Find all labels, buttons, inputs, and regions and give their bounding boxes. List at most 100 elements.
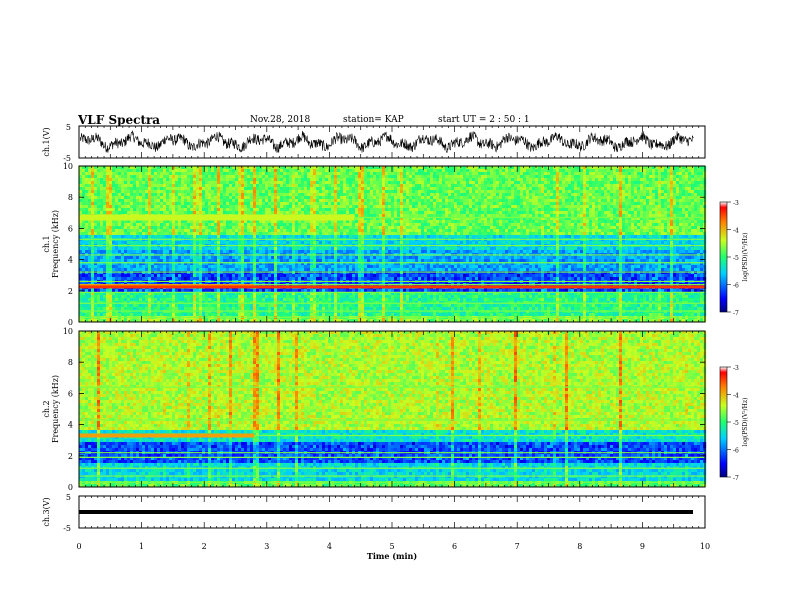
ch1-spectrogram-cell [265,220,269,224]
ch1-spectrogram-cell [97,202,101,206]
ch1-spectrogram-cell [181,265,185,269]
ch1-spectrogram-cell [340,193,344,197]
ch1-spectrogram-cell [142,202,146,206]
ch1-spectrogram-cell [103,172,107,176]
ch1-spectrogram-cell [241,307,245,311]
ch1-spectrogram-cell [259,229,263,233]
ch1-spectrogram-cell [325,175,329,179]
ch1-spectrogram-cell [271,262,275,266]
ch1-spectrogram-cell [316,166,320,170]
ch1-spectrogram-cell [124,208,128,212]
ch1-spectrogram-cell [316,226,320,230]
ch1-spectrogram-cell [229,166,233,170]
ch1-spectrogram-cell [205,229,209,233]
ch1-spectrogram-cell [325,232,329,236]
ch1-spectrogram-cell [217,187,221,191]
ch1-spectrogram-cell [304,292,308,296]
ch1-spectrogram-cell [163,226,167,230]
ch1-spectrogram-cell [142,187,146,191]
ch1-spectrogram-cell [337,187,341,191]
ch1-spectrogram-cell [331,223,335,227]
ch1-spectrogram-cell [316,304,320,308]
ch1-spectrogram-cell [166,187,170,191]
ch1-spectrogram-cell [226,298,230,302]
ch1-spectrogram-cell [103,268,107,272]
ch1-spectrogram-cell [145,181,149,185]
ch1-spectrogram-cell [196,208,200,212]
ch1-spectrogram-cell [331,202,335,206]
ch1-spectrogram-cell [352,292,356,296]
ch1-spectrogram-cell [277,202,281,206]
ch1-spectrogram-cell [112,313,116,317]
ch1-spectrogram-cell [82,247,86,251]
ch1-spectrogram-cell [115,274,119,278]
ch1-spectrogram-cell [187,277,191,281]
ch1-spectrogram-cell [271,259,275,263]
ch1-spectrogram-cell [178,190,182,194]
ch1-spectrogram-cell [106,250,110,254]
ch1-spectrogram-cell [154,175,158,179]
ch1-spectrogram-cell [304,277,308,281]
ch1-spectrogram-cell [196,190,200,194]
ch1-spectrogram-cell [178,229,182,233]
ch1-spectrogram-cell [220,220,224,224]
ch1-spectrogram-cell [145,307,149,311]
ch1-spectrogram-cell [298,166,302,170]
ch1-spectrogram-cell [94,304,98,308]
ch1-spectrogram-cell [283,259,287,263]
ch1-spectrogram-cell [214,169,218,173]
ch1-spectrogram-cell [163,259,167,263]
ch1-spectrogram-cell [151,178,155,182]
ch1-spectrogram-cell [202,205,206,209]
ch1-spectrogram-cell [319,199,323,203]
ch1-spectrogram-cell [334,172,338,176]
ch1-spectrogram-cell [313,175,317,179]
ch1-spectrogram-cell [130,226,134,230]
ch1-spectrogram-cell [208,190,212,194]
ch1-spectrogram-cell [322,226,326,230]
ch1-spectrogram-cell [322,289,326,293]
ch1-spectrogram-cell [112,175,116,179]
ch1-spectrogram-cell [151,247,155,251]
ch1-spectrogram-cell [277,307,281,311]
ch1-spectrogram-cell [103,241,107,245]
ch1-spectrogram-cell [169,184,173,188]
ch1-spectrogram-cell [202,169,206,173]
ch1-spectrogram-cell [268,295,272,299]
ch1-spectrogram-cell [307,274,311,278]
ch1-spectrogram-cell [136,193,140,197]
ch1-spectrogram-cell [250,277,254,281]
ch1-spectrogram-cell [160,268,164,272]
ch1-spectrogram-cell [151,262,155,266]
ch1-spectrogram-cell [169,256,173,260]
ch1-spectrogram-cell [322,166,326,170]
ch1-spectrogram-cell [109,289,113,293]
ch1-spectrogram-cell [106,202,110,206]
ch1-spectrogram-cell [157,166,161,170]
ch1-spectrogram-cell [301,295,305,299]
ch1-spectrogram-cell [280,190,284,194]
ch1-spectrogram-cell [304,196,308,200]
ch1-spectrogram-cell [301,289,305,293]
ch1-spectrogram-cell [226,169,230,173]
ch1-spectrogram-cell [193,277,197,281]
ch1-spectrogram-cell [130,193,134,197]
ch1-spectrogram-cell [229,184,233,188]
ch1-spectrogram-cell [322,211,326,215]
ch1-spectrogram-cell [334,241,338,245]
ch1-spectrogram-cell [241,223,245,227]
ch1-spectrogram-cell [214,181,218,185]
ch1-spectrogram-cell [79,208,83,212]
ch1-spectrogram-cell [91,307,95,311]
ch1-spectrogram-cell [226,211,230,215]
ch1-spectrogram-cell [94,247,98,251]
ch1-spectrogram-cell [103,187,107,191]
ch1-spectrogram-cell [292,250,296,254]
ch1-spectrogram-cell [349,181,353,185]
ch1-spectrogram-cell [205,259,209,263]
ch1-spectrogram-cell [85,262,89,266]
ch1-spectrogram-cell [220,268,224,272]
ch1-spectrogram-cell [247,193,251,197]
ch1-spectrogram-cell [109,184,113,188]
ch1-spectrogram-cell [307,169,311,173]
